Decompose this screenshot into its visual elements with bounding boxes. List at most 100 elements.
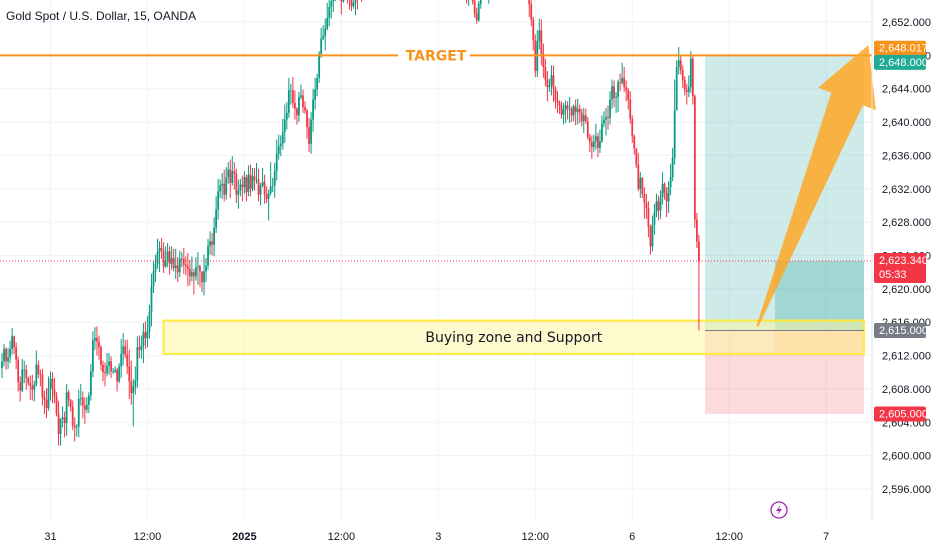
candle-body [611, 86, 613, 100]
candle-body [629, 99, 632, 119]
candle-body [142, 332, 145, 346]
candle-body [245, 177, 248, 193]
price-badge [874, 40, 926, 56]
candle-body [3, 348, 5, 362]
candle-body [213, 227, 215, 245]
candle-body [538, 30, 541, 42]
candle-body [241, 184, 244, 188]
candle-body [586, 121, 589, 138]
candle-body [530, 4, 533, 20]
candle-body [326, 17, 329, 29]
candle-body [150, 286, 153, 313]
candle-body [249, 174, 252, 189]
candle-body [657, 201, 660, 211]
candle-body [257, 179, 260, 195]
x-tick-label: 6 [629, 531, 635, 543]
candle-body [304, 107, 306, 111]
x-tick-label: 12:00 [328, 531, 356, 543]
candle-body [314, 89, 316, 100]
candle-body [318, 53, 321, 78]
y-tick-label: 2,600.000 [882, 451, 931, 463]
price-badge-label: 2,605.000 [879, 408, 928, 420]
candle-body [87, 395, 90, 405]
candle-body [239, 184, 242, 191]
x-tick-label: 12:00 [522, 531, 550, 543]
candle-body [45, 399, 48, 409]
candle-body [55, 396, 58, 414]
price-badge-label: 2,648.017 [879, 43, 928, 55]
price-badge-label: 2,648.000 [879, 57, 928, 69]
x-tick-label: 12:00 [715, 531, 743, 543]
candle-body [639, 177, 642, 189]
candle-body [285, 112, 288, 120]
candle-body [302, 95, 304, 108]
candle-body [89, 371, 92, 396]
candle-body [564, 105, 567, 110]
candle-body [199, 266, 201, 272]
candle-body [594, 136, 597, 142]
profit-filled-zone [775, 261, 864, 331]
candle-body [112, 371, 114, 373]
price-badge [874, 406, 926, 422]
target-label: TARGET [406, 48, 467, 64]
candle-body [667, 187, 670, 202]
candle-body [233, 171, 236, 174]
candle-body [275, 153, 278, 172]
candle-body [685, 90, 688, 93]
candle-body [350, 0, 353, 7]
candle-body [255, 179, 258, 181]
candle-body [219, 185, 222, 192]
candle-body [134, 380, 137, 387]
time-axis[interactable]: 31 12:00 2025 12:00 3 12:00 6 12:00 7 [44, 531, 829, 543]
candle-body [584, 115, 587, 122]
candle-body [576, 108, 579, 113]
candle-body [625, 87, 628, 91]
candle-body [352, 2, 355, 7]
candle-body [546, 79, 549, 88]
candle-body [116, 369, 119, 382]
candle-body [687, 87, 690, 93]
candle-body [231, 171, 234, 183]
y-tick-label: 2,596.000 [882, 484, 931, 496]
candle-body [81, 398, 84, 406]
candle-body [144, 332, 147, 339]
candle-body [136, 347, 139, 381]
candle-body [592, 141, 595, 148]
candle-body [627, 90, 630, 100]
candle-body [310, 119, 312, 144]
candle-body [580, 112, 583, 122]
candle-body [94, 338, 96, 341]
candle-body [25, 369, 28, 379]
y-tick-label: 2,632.000 [882, 184, 931, 196]
candle-body [679, 60, 682, 71]
candle-body [47, 388, 50, 409]
candle-body [180, 258, 183, 260]
lightning-icon[interactable] [770, 501, 788, 519]
candle-body [63, 417, 66, 424]
candle-body [306, 110, 308, 128]
candle-body [251, 176, 254, 189]
candle-body [15, 347, 18, 360]
candle-body [677, 60, 680, 68]
candle-body [193, 272, 195, 277]
candle-body [477, 3, 480, 21]
chart-title: Gold Spot / U.S. Dollar, 15, OANDA [6, 9, 196, 23]
candle-body [49, 378, 52, 389]
candle-body [190, 272, 193, 277]
candle-body [607, 117, 609, 118]
candle-body [693, 96, 696, 220]
candle-body [615, 97, 617, 98]
candle-body [570, 108, 573, 116]
candle-body [572, 106, 575, 116]
candle-body [340, 0, 343, 2]
y-tick-label: 2,640.000 [882, 117, 931, 129]
candle-body [528, 0, 531, 5]
candle-body [207, 246, 209, 266]
candle-body [590, 142, 593, 148]
x-tick-label: 2025 [232, 531, 256, 543]
candle-body [322, 36, 325, 39]
candle-body [475, 13, 478, 21]
candle-body [613, 86, 615, 98]
y-tick-label: 2,608.000 [882, 384, 931, 396]
